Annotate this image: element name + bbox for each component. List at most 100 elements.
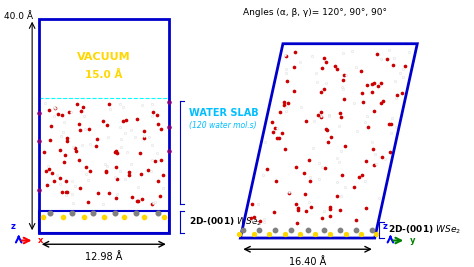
- Point: [120, 215, 128, 219]
- Point: [348, 49, 356, 53]
- Point: [77, 109, 85, 113]
- Point: [368, 82, 375, 86]
- Point: [95, 191, 102, 195]
- Point: [335, 124, 343, 128]
- Point: [149, 109, 157, 114]
- Point: [341, 185, 349, 189]
- Point: [100, 119, 107, 123]
- Point: [62, 153, 69, 158]
- Point: [325, 113, 332, 117]
- Point: [294, 206, 302, 210]
- Point: [165, 100, 173, 104]
- Point: [148, 202, 155, 206]
- Point: [318, 216, 326, 220]
- Point: [60, 160, 68, 164]
- Point: [68, 179, 76, 183]
- Point: [92, 144, 100, 148]
- Point: [249, 218, 257, 222]
- Point: [399, 66, 407, 71]
- Point: [148, 114, 155, 118]
- Text: VACUUM: VACUUM: [77, 52, 131, 62]
- Point: [117, 144, 125, 149]
- Point: [157, 158, 164, 162]
- Point: [369, 147, 377, 152]
- Point: [153, 151, 160, 155]
- Point: [75, 158, 82, 162]
- Point: [69, 201, 76, 205]
- Point: [293, 220, 301, 225]
- Point: [339, 78, 346, 82]
- Point: [73, 148, 80, 153]
- Text: 2D-(001) $WSe_2$: 2D-(001) $WSe_2$: [388, 224, 461, 236]
- Point: [387, 122, 394, 126]
- Point: [386, 150, 393, 154]
- Point: [273, 136, 281, 140]
- Point: [71, 184, 78, 188]
- Point: [302, 119, 310, 123]
- Point: [361, 120, 368, 124]
- Point: [281, 146, 289, 151]
- Point: [357, 232, 365, 236]
- Point: [302, 209, 310, 213]
- Point: [148, 158, 155, 162]
- Point: [290, 89, 298, 93]
- Point: [141, 134, 148, 138]
- Point: [385, 122, 393, 126]
- Point: [84, 200, 91, 204]
- Point: [361, 179, 369, 183]
- Text: 40.0 Å: 40.0 Å: [4, 12, 33, 21]
- Point: [254, 202, 262, 206]
- Point: [306, 174, 314, 179]
- Point: [336, 160, 343, 164]
- Point: [154, 210, 161, 215]
- Point: [55, 112, 62, 116]
- Point: [264, 167, 271, 171]
- Point: [317, 110, 325, 114]
- Point: [380, 99, 387, 104]
- Point: [370, 81, 378, 85]
- Point: [64, 136, 71, 140]
- Point: [294, 208, 301, 212]
- Point: [320, 227, 328, 232]
- Point: [62, 190, 69, 194]
- Point: [62, 193, 70, 197]
- Point: [51, 106, 59, 110]
- Point: [128, 128, 135, 133]
- Point: [125, 170, 133, 174]
- Point: [159, 186, 166, 190]
- Point: [389, 116, 396, 121]
- Point: [156, 194, 164, 199]
- Point: [132, 210, 140, 215]
- Bar: [39, 19, 169, 233]
- Point: [151, 159, 159, 163]
- Point: [401, 64, 409, 68]
- Point: [394, 93, 401, 97]
- Point: [62, 179, 70, 183]
- Point: [149, 201, 157, 206]
- Point: [63, 190, 71, 194]
- Point: [247, 216, 255, 220]
- Point: [56, 148, 64, 152]
- Point: [283, 71, 290, 75]
- Point: [148, 102, 156, 106]
- Point: [155, 122, 162, 127]
- Point: [358, 173, 365, 177]
- Point: [134, 185, 141, 189]
- Point: [283, 105, 290, 109]
- Point: [398, 91, 406, 95]
- Point: [79, 104, 86, 109]
- Point: [154, 179, 162, 183]
- Point: [80, 215, 87, 219]
- Point: [71, 146, 78, 151]
- Point: [298, 105, 305, 109]
- Point: [283, 54, 290, 58]
- Point: [140, 215, 148, 219]
- Point: [279, 131, 286, 135]
- Point: [307, 205, 315, 209]
- Point: [165, 148, 173, 153]
- Point: [50, 179, 58, 183]
- Point: [137, 151, 144, 155]
- Point: [111, 210, 118, 215]
- Point: [51, 106, 58, 110]
- Point: [296, 232, 304, 236]
